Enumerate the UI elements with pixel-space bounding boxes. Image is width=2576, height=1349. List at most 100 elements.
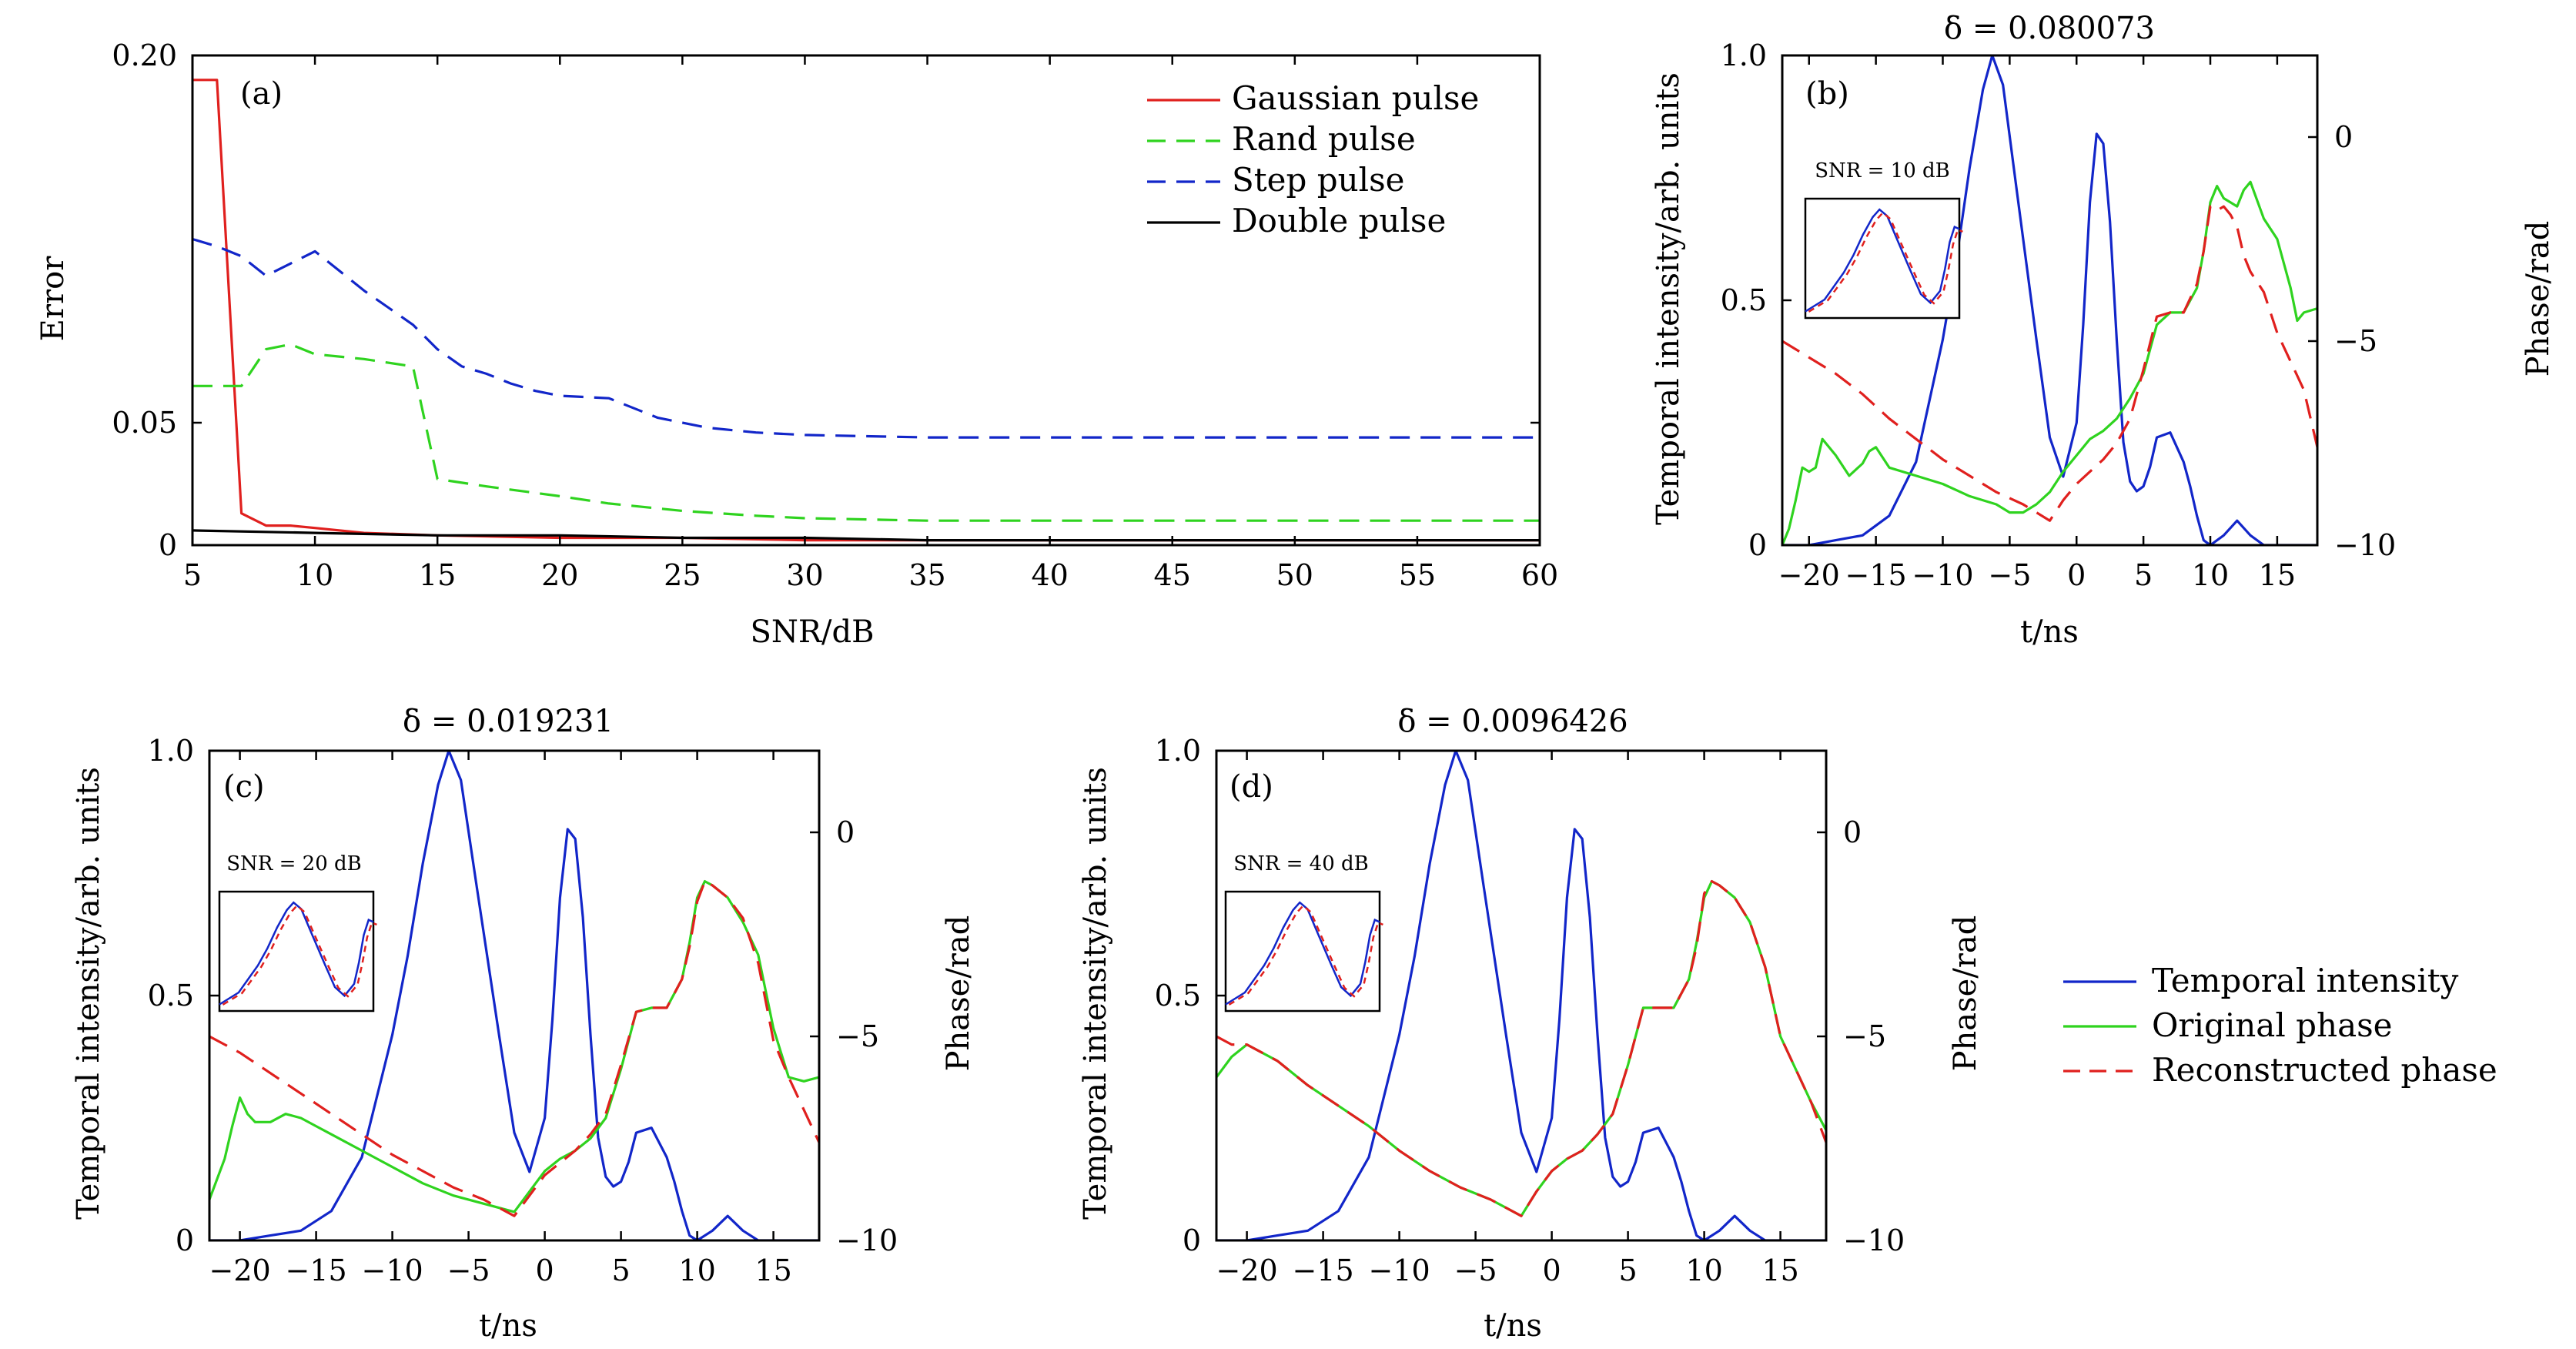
panel-a-legend-label: Rand pulse <box>1232 120 1416 158</box>
panel-c-inset-measured <box>219 901 374 1006</box>
panel-b-ylabel: Temporal intensity/arb. units <box>1651 72 1686 525</box>
panel-d-tag: (d) <box>1229 769 1273 805</box>
panel-d-xtick-label: −15 <box>1292 1254 1353 1287</box>
shared-legend-label: Original phase <box>2152 1006 2393 1044</box>
panel-c-xtick-label: 15 <box>754 1254 791 1287</box>
panel-d-xtick-label: 0 <box>1543 1254 1561 1287</box>
shared-legend-label: Temporal intensity <box>2152 962 2459 999</box>
panel-c-ytick-right-label: −5 <box>836 1019 879 1053</box>
panel-c-ytick-label: 0 <box>176 1223 194 1257</box>
panel-a-xtick-label: 50 <box>1276 558 1313 592</box>
panel-b-xtick-label: −10 <box>1912 558 1973 592</box>
panel-d-inset-title: SNR = 40 dB <box>1233 852 1369 875</box>
panel-b-xtick-label: 0 <box>2067 558 2086 592</box>
panel-c-xlabel: t/ns <box>479 1308 537 1344</box>
panel-a-xtick-label: 45 <box>1154 558 1191 592</box>
panel-a-xtick-label: 20 <box>541 558 578 592</box>
panel-c-lines <box>209 751 819 1240</box>
panel-c-ticks: −20 −15 −10 −5 0 5 10 15 0 0.5 1.0 −10 −5 0 <box>148 734 898 1287</box>
panel-d-ytick-right-label: −10 <box>1843 1223 1905 1257</box>
panel-b-series-original-phase <box>1782 180 2317 545</box>
panel-d-ylabel: Temporal intensity/arb. units <box>1078 767 1113 1220</box>
panel-b-inset-measured <box>1805 208 1960 313</box>
panel-a-series-rand-pulse <box>192 343 1540 522</box>
panel-a-xtick-label: 25 <box>664 558 701 592</box>
panel-c-ylabel: Temporal intensity/arb. units <box>71 767 106 1220</box>
panel-b-xlabel: t/ns <box>2020 614 2079 650</box>
panel-a-xtick-label: 10 <box>296 558 333 592</box>
panel-d-lines <box>1216 751 1826 1240</box>
panel-a-ytick-label: 0 <box>159 528 177 562</box>
shared-legend-label: Reconstructed phase <box>2152 1051 2497 1089</box>
panel-a-xtick-label: 30 <box>786 558 823 592</box>
panel-b-xtick-label: −15 <box>1845 558 1907 592</box>
panel-b-ytick-right-label: 0 <box>2334 120 2353 154</box>
panel-a-ytick-label: 0.05 <box>112 406 177 440</box>
panel-c-inset-reconstructed <box>222 904 377 1006</box>
panel-a-xtick-label: 15 <box>419 558 456 592</box>
panel-c-xtick-label: −10 <box>361 1254 423 1287</box>
panel-a-xtick-label: 40 <box>1031 558 1068 592</box>
panel-d-inset-measured <box>1225 901 1380 1006</box>
panel-b-ytick-label: 0 <box>1748 528 1767 562</box>
panel-c-tag: (c) <box>223 769 265 805</box>
panel-b-inset-reconstructed <box>1808 211 1963 313</box>
panel-d-xtick-label: 15 <box>1761 1254 1798 1287</box>
panel-c-xtick-label: 10 <box>678 1254 715 1287</box>
panel-c-xtick-label: −20 <box>209 1254 270 1287</box>
panel-a-tag: (a) <box>240 76 283 112</box>
panel-d-xtick-label: 5 <box>1619 1254 1638 1287</box>
panel-c-ylabel-right: Phase/rad <box>941 916 976 1072</box>
panel-d-ytick-right-label: −5 <box>1843 1019 1886 1053</box>
panel-b-series-reconstructed-phase <box>1782 205 2317 522</box>
panel-d-ytick-label: 0.5 <box>1155 979 1201 1013</box>
panel-b-xtick-label: 5 <box>2134 558 2153 592</box>
panel-c-title: δ = 0.019231 <box>403 704 614 739</box>
panel-d-xtick-label: 10 <box>1685 1254 1722 1287</box>
panel-a-xtick-label: 60 <box>1521 558 1558 592</box>
panel-a-series-double-pulse <box>192 529 1540 542</box>
panel-b-xtick-label: −20 <box>1778 558 1840 592</box>
panel-a-xtick-label: 5 <box>183 558 202 592</box>
panel-a-series-step-pulse <box>192 237 1540 439</box>
panel-b-ytick-label: 1.0 <box>1721 38 1767 72</box>
panel-b-ytick-right-label: −10 <box>2334 528 2396 562</box>
panel-b-ylabel-right: Phase/rad <box>2521 221 2556 377</box>
panel-c-inset-title: SNR = 20 dB <box>226 852 362 875</box>
panel-d-ytick-right-label: 0 <box>1843 815 1862 849</box>
panel-d-title: δ = 0.0096426 <box>1397 704 1628 739</box>
panel-b-xtick-label: 10 <box>2192 558 2229 592</box>
panel-c-ytick-label: 1.0 <box>148 734 194 768</box>
panel-d-xtick-label: −10 <box>1368 1254 1430 1287</box>
panel-c-xtick-label: 0 <box>536 1254 554 1287</box>
panel-c-xtick-label: 5 <box>612 1254 631 1287</box>
panel-b-title: δ = 0.080073 <box>1944 11 2155 46</box>
panel-a-legend-label: Gaussian pulse <box>1232 79 1479 117</box>
panel-a-legend-label: Step pulse <box>1232 161 1405 199</box>
panel-a-xlabel: SNR/dB <box>751 614 875 650</box>
panel-b-tag: (b) <box>1805 76 1849 112</box>
panel-d-ytick-label: 1.0 <box>1155 734 1201 768</box>
panel-c-marks <box>209 751 819 1240</box>
panel-d-ytick-label: 0 <box>1183 1223 1201 1257</box>
panel-b-ytick-right-label: −5 <box>2334 324 2377 358</box>
panel-d-ticks: −20 −15 −10 −5 0 5 10 15 0 0.5 1.0 −10 −5 0 <box>1155 734 1905 1287</box>
panel-a-legend-label: Double pulse <box>1232 202 1446 239</box>
panel-d-xtick-label: −20 <box>1216 1254 1277 1287</box>
panel-a-ticks: 5 10 15 20 25 30 35 40 45 50 55 60 0 0.05 0.20 <box>112 38 1558 592</box>
panel-c-ytick-right-label: −10 <box>836 1223 898 1257</box>
panel-a-ylabel: Error <box>35 256 71 342</box>
panel-c-snr20: −20 −15 −10 −5 0 5 10 15 0 0.5 1.0 −10 −5 0 δ = 0.019… <box>71 704 976 1344</box>
panel-c-ytick-label: 0.5 <box>148 979 194 1013</box>
panel-b-inset-title: SNR = 10 dB <box>1815 159 1950 182</box>
panel-a-ytick-label: 0.20 <box>112 38 177 72</box>
panel-c-xtick-label: −15 <box>285 1254 346 1287</box>
panel-d-marks <box>1216 751 1826 1240</box>
panel-a-error-vs-snr: 5 10 15 20 25 30 35 40 45 50 55 60 0 0.05 0.20 (a) SNR… <box>35 38 1558 650</box>
panel-c-series-reconstructed-phase <box>209 880 819 1217</box>
panel-b-xtick-label: 15 <box>2259 558 2296 592</box>
panel-d-series-temporal-intensity <box>1216 751 1826 1240</box>
